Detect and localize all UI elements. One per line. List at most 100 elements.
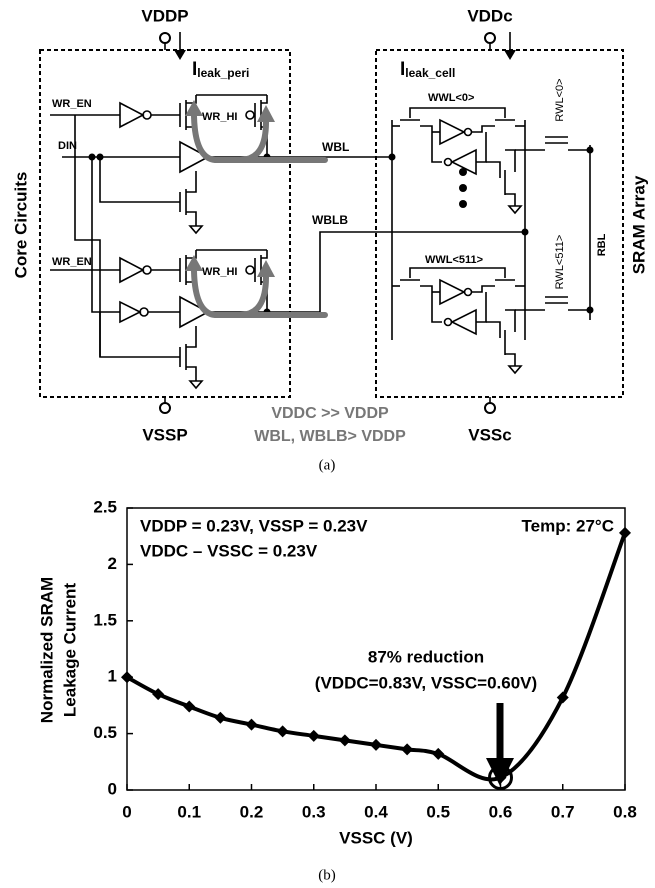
circuit-shape bbox=[99, 312, 180, 358]
label: VDDc bbox=[467, 6, 512, 25]
data-marker bbox=[619, 526, 631, 539]
data-marker bbox=[276, 725, 289, 738]
circuit-shape bbox=[119, 256, 145, 284]
label: WWL<511> bbox=[425, 254, 483, 266]
circuit-shape bbox=[472, 125, 495, 133]
chart: 0 0.5 1 1.5 2 2.5 0 0.1 0.2 0.3 0.4 0.5 0.6 0.7 0.8 VSS… bbox=[37, 497, 636, 847]
data-marker bbox=[183, 700, 196, 713]
ellipsis-dot bbox=[459, 200, 467, 208]
circuit-shape bbox=[450, 308, 477, 336]
sram-cell bbox=[392, 107, 594, 215]
x-axis-label: VSSC (V) bbox=[339, 828, 413, 847]
circuit-shape bbox=[463, 127, 473, 137]
annotation-arrow-head bbox=[486, 758, 514, 786]
circuit-shape bbox=[472, 285, 495, 293]
circuit-shape bbox=[119, 300, 142, 324]
circuit-shape bbox=[237, 119, 269, 163]
label: WR_EN bbox=[52, 98, 92, 110]
circuit-shape bbox=[507, 205, 523, 215]
driver-row bbox=[50, 94, 392, 235]
annotation: VDDC – VSSC = 0.23V bbox=[140, 541, 318, 560]
data-marker bbox=[556, 691, 569, 704]
label: WBLB bbox=[312, 213, 348, 227]
array-box bbox=[375, 49, 624, 398]
label: VSSP bbox=[142, 425, 187, 444]
circuit-shape bbox=[443, 157, 453, 167]
circuit-shape bbox=[443, 317, 453, 327]
circuit-shape bbox=[99, 157, 180, 203]
wire bbox=[74, 115, 101, 357]
circuit-shape bbox=[185, 100, 203, 116]
x-tick-label: 0.3 bbox=[302, 802, 326, 821]
x-tick-label: 0.7 bbox=[551, 802, 575, 821]
circuit-shape bbox=[409, 107, 506, 118]
driver-row bbox=[50, 231, 525, 390]
label: Ileak_cell bbox=[400, 59, 455, 80]
label: RBL bbox=[596, 233, 608, 256]
circuit-shape bbox=[463, 287, 473, 297]
supply-pin bbox=[159, 402, 171, 414]
circuit-shape bbox=[505, 309, 516, 332]
arrow-head bbox=[174, 50, 186, 60]
data-marker bbox=[401, 743, 414, 756]
x-tick-label: 0.4 bbox=[364, 802, 388, 821]
circuit-shape bbox=[586, 146, 594, 154]
label: WR_HI bbox=[202, 111, 237, 123]
x-tick-label: 0.6 bbox=[489, 802, 513, 821]
node bbox=[96, 153, 104, 161]
label: RWL<511> bbox=[554, 235, 566, 290]
circuit-shape bbox=[186, 211, 197, 226]
x-tick-label: 0.8 bbox=[613, 802, 637, 821]
label: DIN bbox=[58, 140, 77, 152]
label: RWL<0> bbox=[554, 78, 566, 121]
circuit-shape bbox=[439, 278, 466, 306]
supply-pin bbox=[484, 32, 496, 44]
circuit-shape bbox=[486, 321, 501, 338]
y-tick-label: 0 bbox=[108, 779, 117, 798]
label: Ileak_peri bbox=[192, 59, 249, 80]
label-main: I bbox=[192, 59, 197, 80]
label: WWL<0> bbox=[428, 92, 474, 104]
wire bbox=[91, 157, 120, 313]
supply-pin bbox=[159, 32, 171, 44]
data-marker bbox=[152, 688, 165, 701]
circuit-shape bbox=[420, 125, 442, 163]
circuit-shape bbox=[245, 110, 255, 120]
data-marker bbox=[214, 711, 227, 724]
y-tick-label: 2.5 bbox=[93, 497, 117, 516]
label: WR_HI bbox=[202, 266, 237, 278]
node bbox=[88, 153, 96, 161]
data-marker bbox=[370, 738, 382, 751]
circuit-shape bbox=[261, 250, 268, 259]
x-tick-label: 0 bbox=[122, 802, 131, 821]
circuit-shape bbox=[409, 267, 506, 278]
circuit-shape bbox=[505, 353, 516, 366]
x-tick-label: 0.2 bbox=[240, 802, 264, 821]
caption: (a) bbox=[319, 457, 336, 473]
sram-cell bbox=[392, 267, 594, 375]
circuit-shape bbox=[186, 95, 197, 104]
circuit-shape bbox=[505, 193, 516, 206]
y-tick-label: 1 bbox=[108, 667, 117, 686]
y-tick-label: 1.5 bbox=[93, 610, 117, 629]
supply-pin bbox=[484, 402, 496, 414]
annotation: VDDP = 0.23V, VSSP = 0.23V bbox=[140, 516, 368, 535]
label-sub: leak_peri bbox=[197, 66, 249, 80]
circuit-shape bbox=[185, 255, 203, 271]
label: SRAM Array bbox=[629, 175, 648, 274]
data-marker bbox=[121, 671, 133, 684]
circuit-shape bbox=[257, 260, 275, 277]
note: WBL, WBLB> VDDP bbox=[254, 428, 406, 445]
annotation: 87% reduction bbox=[368, 647, 484, 666]
y-axis-label: Normalized SRAM bbox=[37, 577, 56, 723]
data-marker bbox=[338, 734, 351, 747]
circuit-shape bbox=[586, 306, 594, 314]
note: VDDC >> VDDP bbox=[271, 405, 389, 422]
circuit-shape bbox=[476, 292, 487, 323]
label: VDDP bbox=[141, 6, 188, 25]
ellipsis-dot bbox=[459, 184, 467, 192]
ellipsis-dot bbox=[459, 168, 467, 176]
y-tick-label: 0.5 bbox=[93, 723, 117, 742]
circuit-shape bbox=[186, 188, 197, 193]
